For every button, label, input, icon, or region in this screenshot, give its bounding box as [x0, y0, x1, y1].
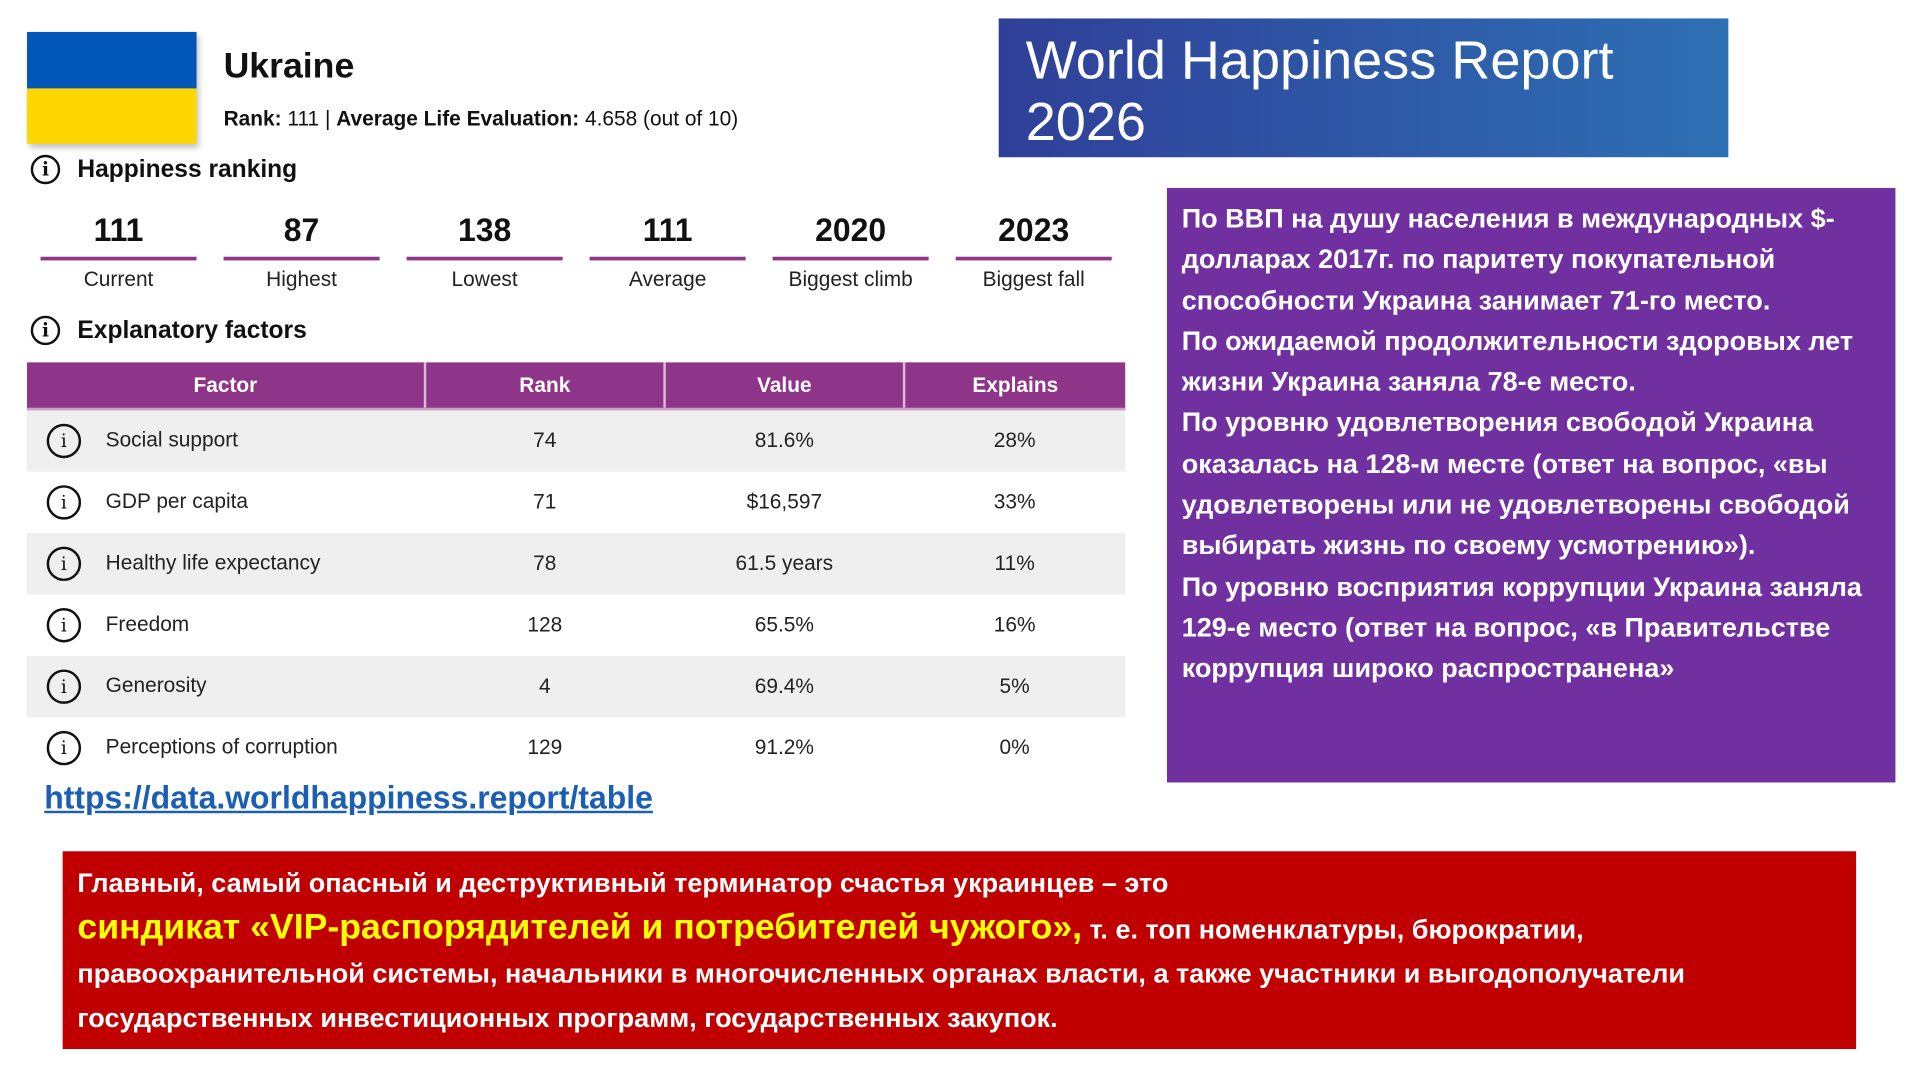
red-note: Главный, самый опасный и деструктивный т… — [62, 851, 1857, 1050]
explains-cell: 16% — [993, 612, 1036, 637]
section-title: Explanatory factors — [77, 316, 307, 344]
ukraine-flag — [27, 31, 197, 144]
stat-1: 87 Highest — [210, 211, 393, 292]
value-cell: 65.5% — [754, 612, 814, 637]
red-note-line1: Главный, самый опасный и деструктивный т… — [77, 867, 1169, 898]
separator: | — [324, 106, 331, 131]
avg-value: 4.658 (out of 10) — [584, 106, 739, 131]
stat-value: 87 — [223, 211, 380, 261]
rank-value: 111 — [287, 106, 320, 131]
stat-2: 138 Lowest — [393, 211, 576, 292]
rank-cell: 71 — [533, 490, 557, 514]
info-icon[interactable]: i — [46, 730, 82, 766]
note-paragraph: По ВВП на душу населения в международных… — [1181, 202, 1835, 316]
value-cell: $16,597 — [746, 490, 823, 514]
section-title: Happiness ranking — [77, 155, 298, 183]
factor-cell: i GDP per capita — [27, 472, 425, 533]
explains-cell: 28% — [904, 409, 1126, 472]
stat-0: 111 Current — [27, 211, 210, 292]
col-explains[interactable]: Explains — [902, 362, 1126, 411]
rank-label: Rank: — [223, 106, 282, 131]
factor-name: Freedom — [105, 612, 190, 636]
col-rank[interactable]: Rank — [423, 362, 665, 411]
red-note-rest: т. е. топ номенклатуры, бюрократии, прав… — [77, 913, 1686, 1034]
info-icon[interactable]: i — [46, 546, 82, 582]
stat-value: 2020 — [772, 211, 929, 261]
country-name: Ukraine — [223, 46, 355, 86]
factor-name: Healthy life expectancy — [105, 550, 321, 575]
factor-name: GDP per capita — [105, 489, 249, 513]
explains-cell: 5% — [904, 655, 1126, 718]
value-cell: 91.2% — [754, 735, 814, 760]
stat-5: 2023 Biggest fall — [942, 211, 1125, 292]
explanatory-factors-heading: i Explanatory factors — [30, 315, 307, 346]
col-value[interactable]: Value — [663, 362, 905, 411]
red-note-highlight: синдикат «VIP-распорядителей и потребите… — [77, 907, 1083, 948]
factor-name: Perceptions of corruption — [105, 735, 338, 759]
col-factor[interactable]: Factor — [27, 362, 426, 411]
happiness-ranking-heading: i Happiness ranking — [30, 154, 298, 185]
factor-cell: i Social support — [27, 409, 426, 472]
rank-cell: 4 — [425, 655, 665, 718]
factor-cell: i Generosity — [27, 655, 426, 718]
rank-cell: 78 — [425, 533, 665, 595]
value-cell: 81.6% — [664, 409, 905, 472]
value-cell: 61.5 years — [664, 533, 905, 595]
stat-label: Average — [628, 267, 707, 292]
avg-label: Average Life Evaluation: — [336, 106, 580, 131]
table-row: i Social support 74 81.6% 28% — [27, 409, 1126, 472]
banner-year: 2026 — [1025, 92, 1146, 153]
stat-value: 111 — [40, 211, 197, 261]
stat-label: Biggest fall — [982, 267, 1085, 292]
stat-label: Current — [83, 267, 154, 292]
info-icon[interactable]: i — [46, 423, 82, 459]
info-icon[interactable]: i — [46, 485, 82, 520]
table-row: i GDP per capita 71 $16,597 33% — [27, 472, 1125, 533]
stat-value: 111 — [589, 211, 746, 261]
info-icon[interactable]: i — [30, 154, 61, 185]
rank-cell: 129 — [527, 735, 563, 760]
ranking-stats: 111 Current 87 Highest 138 Lowest 111 Average 20… — [27, 211, 1125, 292]
explains-cell: 0% — [999, 735, 1030, 760]
rank-cell: 128 — [527, 612, 563, 637]
factors-table: Factor Rank Value Explains i Social suppo… — [27, 362, 1126, 778]
table-row: i Perceptions of corruption 129 91.2% 0% — [27, 717, 1125, 778]
rank-cell: 74 — [425, 409, 665, 472]
stat-value: 138 — [406, 211, 563, 261]
info-icon[interactable]: i — [30, 315, 61, 346]
note-paragraph: По уровню удовлетворения свободой Украин… — [1181, 407, 1850, 561]
explains-cell: 33% — [993, 490, 1036, 514]
purple-note: По ВВП на душу населения в международных… — [1166, 187, 1896, 783]
note-paragraph: По ожидаемой продолжительности здоровых … — [1181, 325, 1854, 398]
explains-cell: 11% — [904, 533, 1126, 595]
stat-4: 2020 Biggest climb — [759, 211, 942, 292]
note-paragraph: По уровню восприятия коррупции Украина з… — [1181, 570, 1862, 684]
info-icon[interactable]: i — [46, 669, 82, 704]
factor-name: Social support — [105, 428, 238, 452]
info-icon[interactable]: i — [46, 608, 82, 643]
factor-cell: i Healthy life expectancy — [27, 533, 426, 595]
stat-label: Highest — [266, 267, 337, 292]
rank-line: Rank: 111 | Average Life Evaluation: 4.6… — [224, 107, 739, 132]
factor-cell: i Perceptions of corruption — [27, 717, 425, 778]
stat-value: 2023 — [955, 211, 1112, 261]
stat-label: Biggest climb — [788, 267, 913, 292]
stat-3: 111 Average — [576, 211, 759, 292]
table-row: i Freedom 128 65.5% 16% — [27, 595, 1125, 656]
banner-title: World Happiness Report — [1025, 30, 1614, 91]
table-row: i Generosity 4 69.4% 5% — [27, 655, 1126, 718]
value-cell: 69.4% — [664, 655, 905, 718]
factor-name: Generosity — [105, 673, 207, 698]
factor-cell: i Freedom — [27, 595, 425, 656]
report-banner: World Happiness Report 2026 — [998, 18, 1729, 158]
data-link[interactable]: https://data.worldhappiness.report/table — [44, 778, 653, 816]
table-row: i Healthy life expectancy 78 61.5 years 11% — [27, 533, 1126, 595]
stat-label: Lowest — [451, 267, 518, 292]
